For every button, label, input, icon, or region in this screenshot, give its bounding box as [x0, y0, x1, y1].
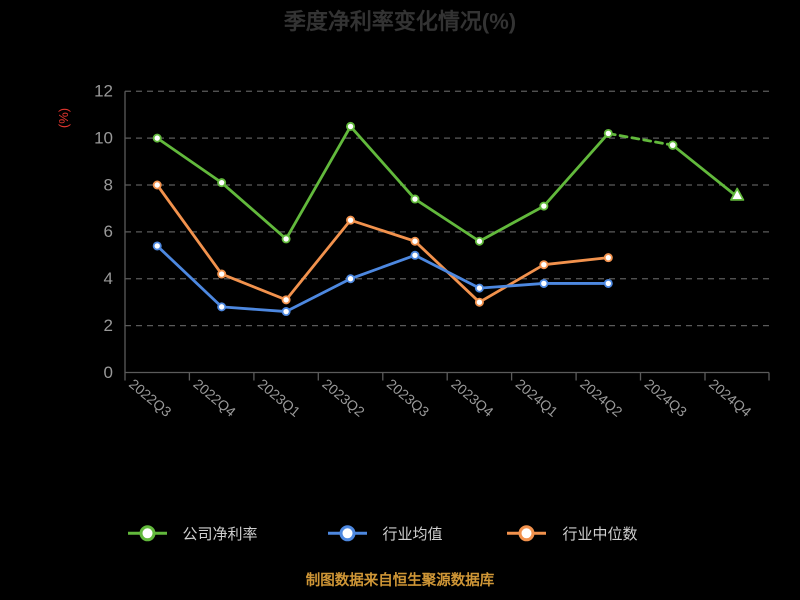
svg-text:2024Q4: 2024Q4 — [706, 376, 755, 420]
svg-text:2022Q3: 2022Q3 — [126, 376, 175, 420]
svg-text:0: 0 — [104, 363, 113, 382]
svg-text:2023Q4: 2023Q4 — [448, 376, 497, 420]
svg-text:2024Q2: 2024Q2 — [577, 376, 626, 420]
svg-text:12: 12 — [94, 82, 113, 101]
svg-text:行业中位数: 行业中位数 — [563, 526, 638, 543]
svg-text:8: 8 — [104, 175, 113, 194]
svg-text:制图数据来自恒生聚源数据库: 制图数据来自恒生聚源数据库 — [306, 571, 495, 589]
svg-text:2024Q1: 2024Q1 — [513, 376, 562, 420]
svg-text:10: 10 — [94, 128, 113, 147]
svg-text:公司净利率: 公司净利率 — [183, 526, 258, 543]
svg-text:行业均值: 行业均值 — [383, 526, 443, 543]
svg-text:2024Q3: 2024Q3 — [642, 376, 691, 420]
svg-text:季度净利率变化情况(%): 季度净利率变化情况(%) — [284, 9, 516, 34]
svg-text:2: 2 — [104, 316, 113, 335]
svg-text:6: 6 — [104, 222, 113, 241]
svg-text:(%): (%) — [56, 108, 71, 128]
svg-text:2023Q1: 2023Q1 — [255, 376, 304, 420]
svg-text:2022Q4: 2022Q4 — [190, 376, 239, 420]
svg-text:4: 4 — [104, 269, 113, 288]
svg-text:2023Q2: 2023Q2 — [319, 376, 368, 420]
svg-text:2023Q3: 2023Q3 — [384, 376, 433, 420]
